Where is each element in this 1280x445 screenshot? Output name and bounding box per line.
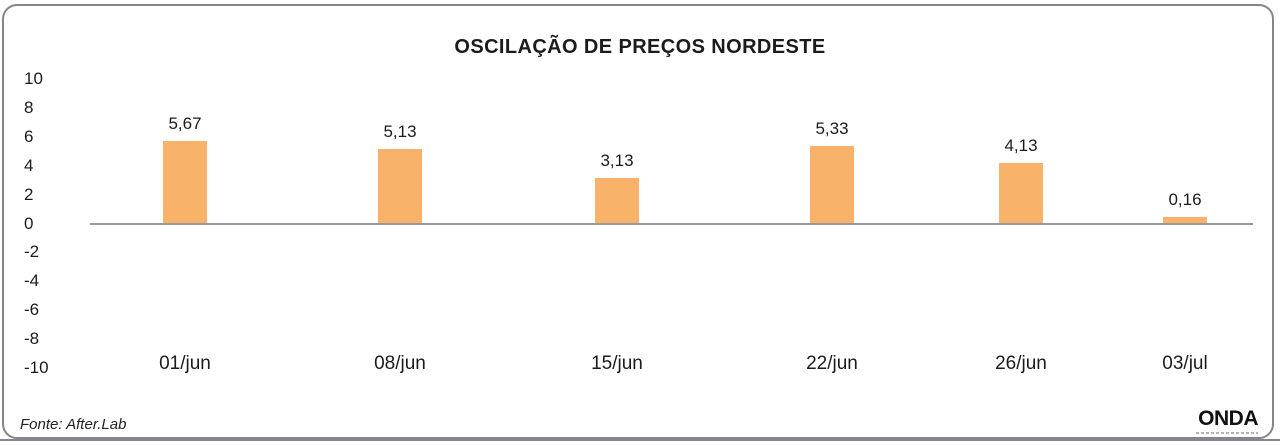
x-axis-tick-label: 26/jun — [995, 353, 1047, 374]
bottom-edge-line — [0, 439, 1280, 441]
brand-tagline-microtext — [1196, 432, 1258, 434]
x-axis-tick-label: 08/jun — [374, 353, 426, 374]
bar-03/jul — [1163, 217, 1207, 223]
y-axis-tick-label: -2 — [24, 242, 40, 261]
bar-value-label: 4,13 — [1004, 136, 1038, 155]
x-axis-tick-label: 03/jul — [1162, 353, 1208, 374]
bar-value-label: 5,67 — [168, 114, 202, 133]
x-axis-tick-label: 15/jun — [591, 353, 643, 374]
bar-value-label: 0,16 — [1168, 190, 1202, 209]
x-axis-tick-label: 01/jun — [159, 353, 211, 374]
bar-value-label: 3,13 — [600, 151, 634, 170]
y-axis-tick-label: -10 — [24, 358, 49, 377]
bar-08/jun — [378, 149, 422, 223]
y-axis-tick-label: -8 — [24, 329, 40, 348]
source-note: Fonte: After.Lab — [20, 416, 127, 433]
brand-block: ONDA — [1196, 407, 1259, 434]
bar-01/jun — [163, 141, 207, 223]
x-axis-tick-label: 22/jun — [806, 353, 858, 374]
y-axis-tick-label: 4 — [24, 156, 34, 175]
y-axis-tick-label: -4 — [24, 271, 40, 290]
brand-logo: ONDA — [1198, 407, 1258, 430]
chart-title: OSCILAÇÃO DE PREÇOS NORDESTE — [454, 36, 826, 58]
bar-15/jun — [595, 178, 639, 223]
zero-axis-line — [90, 223, 1253, 225]
bar-value-label: 5,13 — [383, 122, 417, 141]
bar-value-label: 5,33 — [815, 119, 849, 138]
y-axis-tick-label: 2 — [24, 185, 34, 204]
y-axis-tick-label: 10 — [24, 69, 43, 88]
bar-26/jun — [999, 163, 1043, 223]
y-axis-tick-label: 6 — [24, 127, 34, 146]
y-axis-tick-label: 8 — [24, 98, 34, 117]
y-axis-tick-label: 0 — [24, 214, 34, 233]
y-axis-tick-label: -6 — [24, 300, 40, 319]
bar-22/jun — [810, 146, 854, 223]
